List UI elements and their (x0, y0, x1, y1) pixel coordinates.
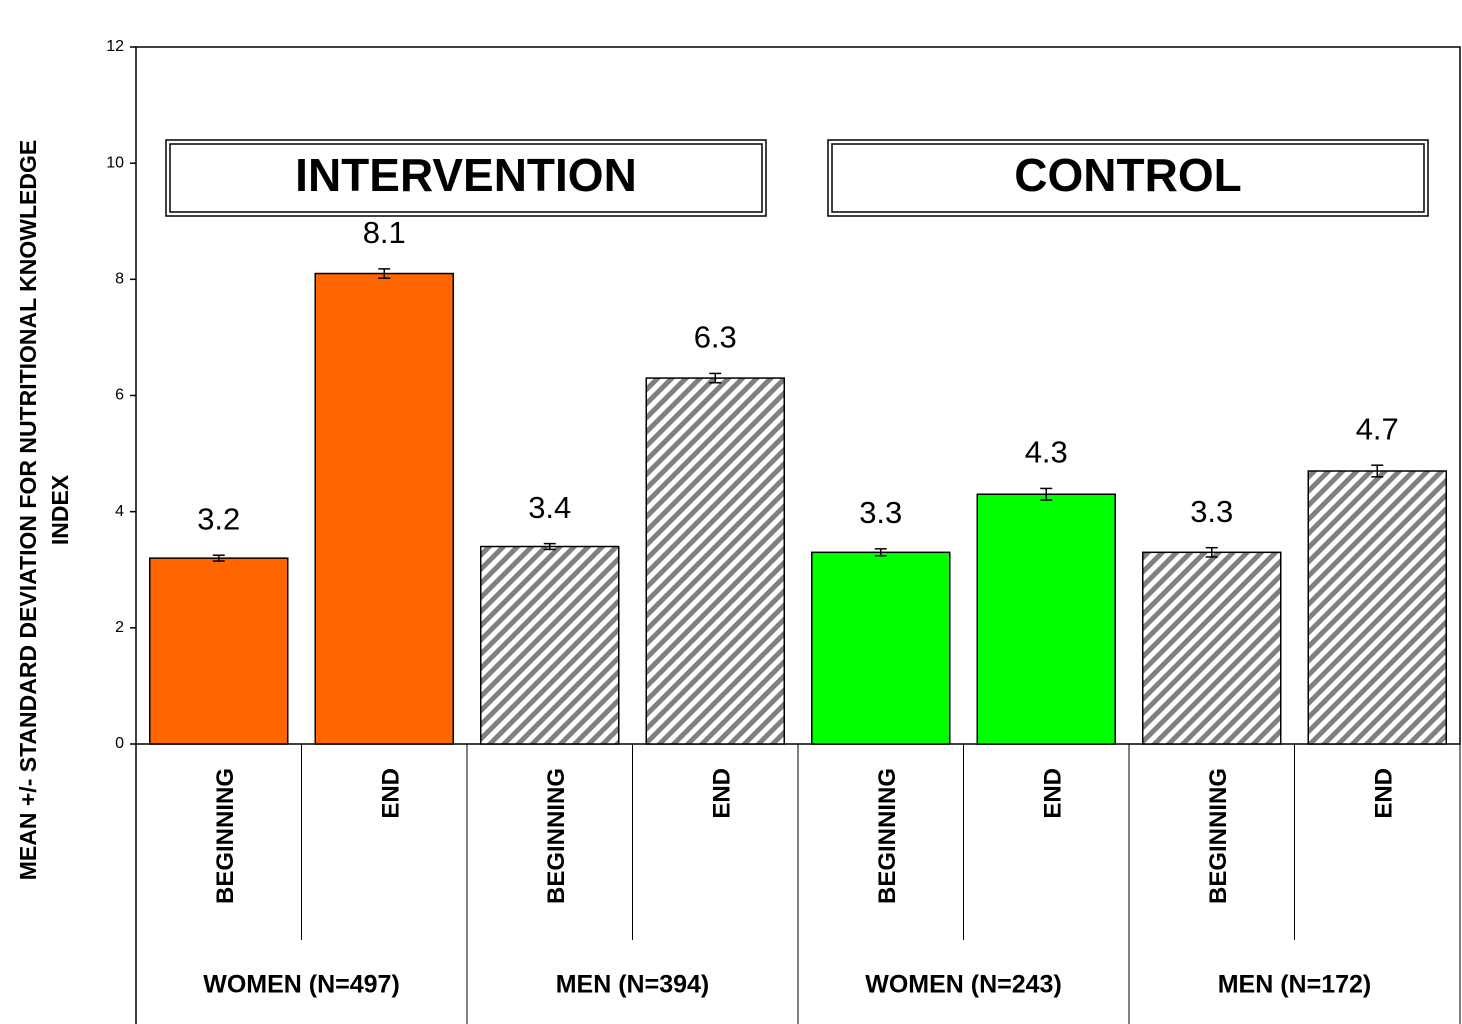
x-tick-label: END (378, 768, 405, 819)
group-label: WOMEN (N=497) (203, 971, 400, 999)
x-tick-label: BEGINNING (1205, 768, 1232, 904)
bar (811, 551, 951, 745)
x-tick-label: END (1371, 768, 1398, 819)
y-tick-label: 6 (115, 387, 124, 404)
panel-box (165, 139, 767, 217)
value-label: 4.3 (1025, 435, 1068, 470)
y-tick-label: 12 (106, 38, 124, 55)
panel-label: CONTROL (1014, 149, 1241, 201)
x-tick-label: END (1040, 768, 1067, 819)
group-label: MEN (N=394) (556, 971, 710, 999)
x-tick-label: BEGINNING (874, 768, 901, 904)
panel-label: INTERVENTION (295, 149, 637, 201)
y-tick-label: 4 (115, 503, 124, 520)
panel-box-inner (169, 143, 763, 213)
bar (314, 272, 454, 745)
bar (1307, 470, 1447, 745)
y-tick-label: 8 (115, 271, 124, 288)
bar (1142, 551, 1282, 745)
value-label: 3.2 (197, 501, 240, 536)
bar (480, 545, 620, 745)
value-label: 3.3 (859, 495, 902, 530)
value-label: 3.4 (528, 490, 571, 525)
bar (976, 493, 1116, 745)
panel-box-inner (831, 143, 1425, 213)
group-label: WOMEN (N=243) (865, 971, 1062, 999)
x-tick-label: END (709, 768, 736, 819)
bar (645, 377, 785, 745)
group-label: MEN (N=172) (1218, 971, 1372, 999)
value-label: 6.3 (694, 320, 737, 355)
y-axis-label: INDEX (47, 474, 73, 545)
y-tick-label: 2 (115, 619, 124, 636)
panel-box (827, 139, 1429, 217)
value-label: 8.1 (363, 215, 406, 250)
bar (149, 557, 289, 745)
y-tick-label: 10 (106, 154, 124, 171)
x-tick-label: BEGINNING (543, 768, 570, 904)
x-tick-label: BEGINNING (212, 768, 239, 904)
value-label: 3.3 (1190, 494, 1233, 529)
y-tick-label: 0 (115, 735, 124, 752)
y-axis-label: MEAN +/- STANDARD DEVIATION FOR NUTRITIO… (15, 140, 41, 880)
value-label: 4.7 (1356, 411, 1399, 446)
